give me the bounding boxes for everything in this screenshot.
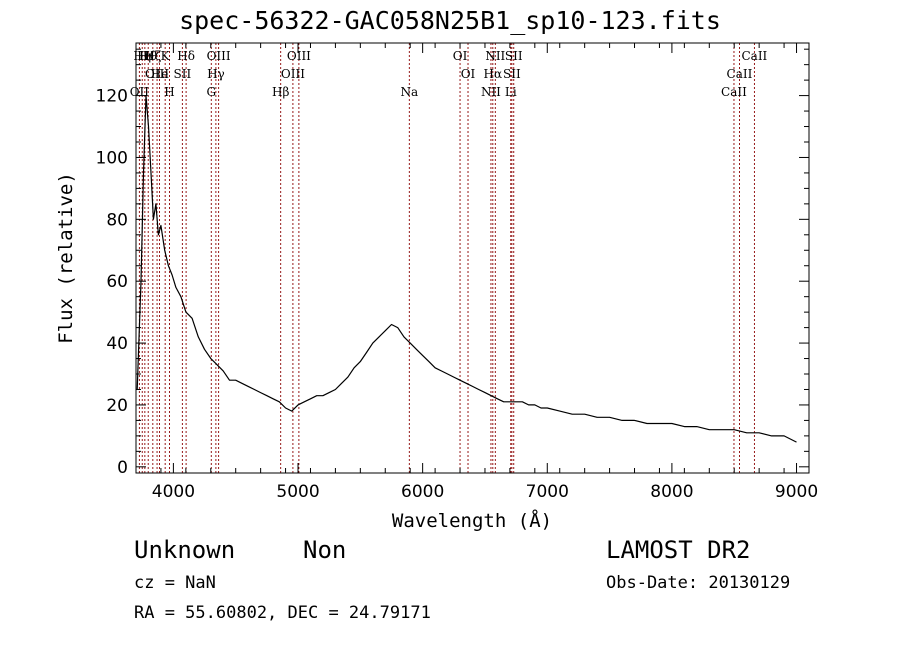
line-label: K bbox=[161, 49, 171, 63]
y-tick-label: 0 bbox=[117, 458, 128, 478]
line-label: Hι bbox=[137, 49, 152, 63]
y-axis-label: Flux (relative) bbox=[55, 172, 77, 344]
y-tick-label: 120 bbox=[96, 87, 128, 107]
line-label: CaII bbox=[727, 67, 753, 81]
line-label: OIII bbox=[287, 49, 311, 63]
line-label: NII bbox=[485, 49, 505, 63]
line-label: OIII bbox=[145, 67, 169, 81]
x-axis-label: Wavelength (Å) bbox=[392, 509, 552, 532]
line-label: SII bbox=[503, 67, 521, 81]
y-tick-label: 80 bbox=[106, 210, 128, 230]
y-tick-label: 100 bbox=[96, 148, 128, 168]
line-label: Hζ bbox=[144, 49, 161, 63]
y-tick-label: 40 bbox=[106, 334, 128, 354]
plot-frame bbox=[135, 42, 810, 474]
line-label: He bbox=[151, 67, 169, 81]
line-label: Hδ bbox=[177, 49, 195, 63]
object-subclass: Non bbox=[303, 536, 347, 564]
line-label: Hα bbox=[484, 67, 503, 81]
line-labels: OIIHηHιHθHζOIIIHeKHSIIHδGHγOIIIHβOIIIOII… bbox=[130, 49, 768, 99]
line-label: CaII bbox=[741, 49, 767, 63]
x-tick-label: 8000 bbox=[650, 482, 693, 502]
y-tick-label: 20 bbox=[106, 396, 128, 416]
x-tick-label: 6000 bbox=[401, 482, 444, 502]
line-label: SII bbox=[505, 49, 523, 63]
x-tick-label: 9000 bbox=[775, 482, 818, 502]
line-label: Li bbox=[505, 85, 517, 99]
survey-name: LAMOST DR2 bbox=[606, 536, 751, 564]
line-label: G bbox=[206, 85, 216, 99]
line-label: OII bbox=[130, 85, 150, 99]
ra-dec-coordinates: RA = 55.60802, DEC = 24.79171 bbox=[134, 603, 431, 623]
line-label: NII bbox=[481, 85, 501, 99]
line-label: SII bbox=[174, 67, 192, 81]
line-label: Hγ bbox=[207, 67, 225, 81]
spectrum-series bbox=[136, 94, 797, 443]
x-tick-label: 7000 bbox=[526, 482, 569, 502]
line-label: H bbox=[164, 85, 174, 99]
object-class: Unknown bbox=[134, 536, 236, 564]
line-label: Na bbox=[400, 85, 418, 99]
redshift-cz: cz = NaN bbox=[134, 573, 216, 593]
emission-line-markers bbox=[138, 43, 755, 473]
axis-ticks: 4000 5000 6000 7000 8000 9000 0 20 40 60 80 100 120 bbox=[96, 43, 818, 502]
y-tick-label: 60 bbox=[106, 272, 128, 292]
line-label: Hβ bbox=[272, 85, 289, 99]
x-tick-label: 5000 bbox=[276, 482, 319, 502]
line-label: OI bbox=[453, 49, 468, 63]
line-label: OIII bbox=[207, 49, 231, 63]
line-label: Hθ bbox=[139, 49, 157, 63]
chart-title: spec-56322-GAC058N25B1_sp10-123.fits bbox=[179, 6, 721, 35]
observation-date: Obs-Date: 20130129 bbox=[606, 573, 791, 593]
line-label: Hη bbox=[133, 49, 151, 63]
line-label: OIII bbox=[281, 67, 305, 81]
line-label: OI bbox=[461, 67, 476, 81]
line-label: CaII bbox=[721, 85, 747, 99]
spectrum-line bbox=[136, 94, 797, 443]
x-tick-label: 4000 bbox=[152, 482, 195, 502]
